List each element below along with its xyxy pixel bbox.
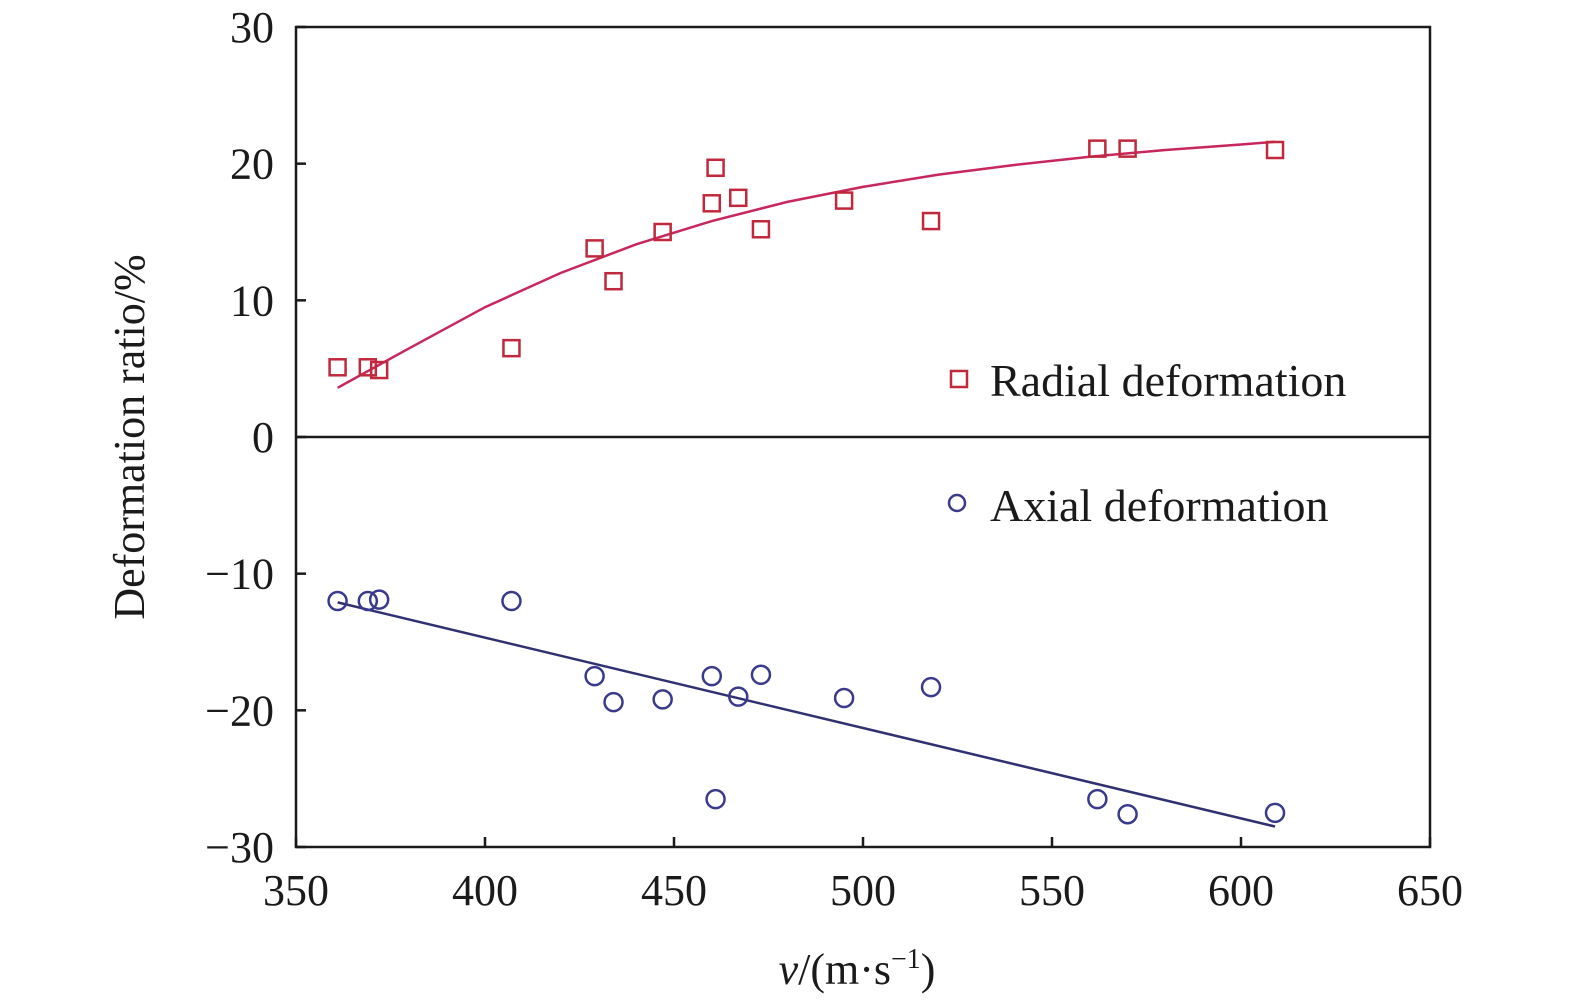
- x-tick-label: 650: [1397, 866, 1463, 915]
- radial-point: [702, 194, 722, 213]
- radial-point: [1118, 139, 1137, 158]
- radial-point: [729, 188, 748, 208]
- axial-point: [701, 665, 723, 687]
- x-axis: 350 400 450 500 550 600 650: [263, 837, 1463, 915]
- radial-point: [921, 211, 941, 231]
- radial-point: [706, 158, 725, 178]
- axial-point: [368, 589, 390, 610]
- x-axis-title-unit: /(m·s: [798, 945, 891, 994]
- axial-point: [1264, 802, 1286, 824]
- radial-point: [369, 360, 389, 380]
- y-tick-label: 20: [230, 140, 274, 189]
- legend-label-radial: Radial deformation: [990, 355, 1346, 406]
- axial-point: [705, 788, 726, 810]
- legend: Radial deformation Axial deformation: [947, 355, 1346, 531]
- x-tick-label: 450: [641, 866, 707, 915]
- y-tick-label: −20: [205, 686, 274, 735]
- fit-line-axial: [337, 601, 1276, 828]
- y-tick-label: 10: [230, 276, 274, 325]
- axial-point: [501, 590, 522, 612]
- radial-point: [653, 222, 672, 242]
- radial-point: [358, 358, 378, 377]
- axial-point: [833, 687, 855, 709]
- data-points: [327, 139, 1286, 825]
- x-axis-title-var: v: [779, 945, 799, 994]
- fit-line-radial: [336, 140, 1276, 389]
- y-axis-title: Deformation ratio/%: [105, 254, 154, 619]
- axial-point: [603, 691, 624, 713]
- legend-marker-axial: [947, 493, 967, 513]
- y-tick-label: −10: [205, 550, 274, 599]
- x-tick-label: 350: [263, 866, 329, 915]
- x-tick-label: 600: [1208, 866, 1274, 915]
- axial-point: [652, 689, 673, 710]
- axial-point: [327, 590, 348, 612]
- axial-point: [920, 676, 942, 698]
- y-tick-label: 30: [230, 3, 274, 52]
- axial-point: [728, 686, 749, 707]
- radial-point: [1088, 139, 1107, 158]
- y-axis: −30 −20 −10 0 10 20 30: [205, 3, 306, 872]
- y-tick-label: 0: [252, 413, 274, 462]
- axial-point: [357, 590, 379, 612]
- axial-point: [1087, 788, 1108, 810]
- x-axis-title-exp: −1: [891, 944, 921, 975]
- axial-point: [750, 664, 772, 686]
- x-axis-title-close: ): [921, 945, 936, 994]
- fit-lines: [336, 140, 1276, 828]
- radial-point: [604, 271, 623, 291]
- x-tick-label: 500: [830, 866, 896, 915]
- x-tick-label: 550: [1019, 866, 1085, 915]
- y-tick-label: −30: [205, 823, 274, 872]
- axial-point: [584, 665, 605, 687]
- x-tick-label: 400: [452, 866, 518, 915]
- radial-point: [502, 338, 521, 358]
- radial-point: [328, 358, 347, 377]
- legend-marker-radial: [949, 369, 969, 389]
- radial-point: [751, 220, 771, 239]
- radial-point: [585, 239, 604, 258]
- x-axis-title: v/(m·s−1): [779, 944, 936, 994]
- axial-point: [1117, 803, 1138, 825]
- radial-point: [1265, 140, 1285, 160]
- legend-label-axial: Axial deformation: [990, 480, 1329, 531]
- radial-point: [834, 191, 854, 210]
